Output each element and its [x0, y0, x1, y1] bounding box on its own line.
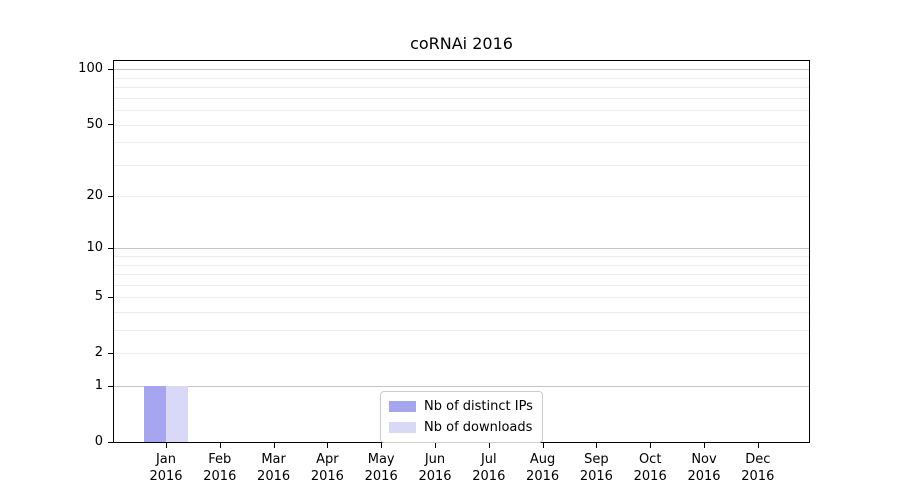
bar-nb-of-downloads-jan-2016 [166, 386, 188, 442]
x-axis-label-sep-2016: Sep 2016 [579, 452, 613, 484]
x-axis-tick-apr-2016 [327, 443, 329, 448]
y-axis-tick-0 [108, 441, 113, 443]
y-axis-label-100: 100 [78, 61, 103, 77]
x-axis-label-feb-2016: Feb 2016 [203, 452, 237, 484]
x-axis-label-nov-2016: Nov 2016 [687, 452, 721, 484]
gridline-minor-5 [114, 297, 809, 299]
gridline-minor-60 [114, 110, 809, 112]
gridline-minor-70 [114, 97, 809, 99]
x-axis-label-may-2016: May 2016 [364, 452, 398, 484]
x-axis-label-apr-2016: Apr 2016 [310, 452, 344, 484]
legend-swatch-downloads [389, 422, 416, 433]
gridline-major-100 [114, 69, 809, 71]
x-axis-label-oct-2016: Oct 2016 [633, 452, 667, 484]
x-axis-label-jul-2016: Jul 2016 [472, 452, 506, 484]
x-axis-tick-may-2016 [381, 443, 383, 448]
y-axis-tick-100 [108, 68, 113, 70]
x-axis-label-jan-2016: Jan 2016 [149, 452, 183, 484]
y-axis-label-2: 2 [94, 345, 103, 361]
gridline-major-10 [114, 248, 809, 250]
x-axis-tick-mar-2016 [273, 443, 275, 448]
gridline-minor-7 [114, 274, 809, 276]
gridline-minor-20 [114, 196, 809, 198]
plot-area [113, 60, 810, 443]
legend-swatch-distinct-ips [389, 401, 416, 412]
y-axis-label-0: 0 [94, 434, 103, 449]
legend-item-distinct-ips: Nb of distinct IPs [389, 398, 533, 415]
y-axis-tick-10 [108, 247, 113, 249]
x-axis-tick-aug-2016 [542, 443, 544, 448]
y-axis-label-20: 20 [86, 188, 103, 204]
x-axis-tick-jan-2016 [166, 443, 167, 448]
x-axis-tick-oct-2016 [650, 443, 652, 448]
gridline-minor-2 [114, 353, 809, 355]
y-axis-tick-5 [108, 296, 113, 298]
y-axis-tick-20 [108, 195, 113, 197]
y-axis-tick-2 [108, 352, 113, 354]
x-axis-tick-feb-2016 [219, 443, 221, 448]
x-axis-label-aug-2016: Aug 2016 [526, 452, 560, 484]
x-axis-tick-jul-2016 [488, 443, 490, 448]
x-axis-label-mar-2016: Mar 2016 [257, 452, 291, 484]
bar-nb-of-distinct-ips-jan-2016 [144, 386, 166, 442]
x-axis-tick-nov-2016 [704, 443, 705, 448]
gridline-minor-40 [114, 142, 809, 144]
gridline-minor-4 [114, 312, 809, 314]
x-axis-label-jun-2016: Jun 2016 [418, 452, 452, 484]
y-axis-tick-50 [108, 124, 113, 126]
x-axis-tick-jun-2016 [435, 443, 436, 448]
gridline-minor-9 [114, 256, 809, 258]
legend-label-downloads: Nb of downloads [424, 420, 533, 435]
gridline-minor-50 [114, 124, 809, 126]
gridline-minor-80 [114, 87, 809, 89]
y-axis-label-10: 10 [86, 240, 103, 256]
gridline-minor-8 [114, 264, 809, 266]
x-axis-tick-sep-2016 [596, 443, 598, 448]
x-axis-tick-dec-2016 [757, 443, 759, 448]
gridline-minor-90 [114, 77, 809, 79]
gridline-minor-6 [114, 284, 809, 286]
y-axis-label-1: 1 [94, 378, 103, 394]
chart-title: coRNAi 2016 [410, 34, 513, 53]
x-axis-label-dec-2016: Dec 2016 [741, 452, 775, 484]
legend: Nb of distinct IPs Nb of downloads [380, 391, 543, 443]
legend-label-distinct-ips: Nb of distinct IPs [424, 399, 533, 414]
y-axis-tick-1 [108, 385, 113, 387]
legend-item-downloads: Nb of downloads [389, 419, 533, 436]
gridline-minor-30 [114, 164, 809, 166]
gridline-minor-3 [114, 330, 809, 332]
gridline-major-1 [114, 386, 809, 388]
y-axis-label-5: 5 [94, 289, 103, 305]
y-axis-label-50: 50 [86, 116, 103, 132]
